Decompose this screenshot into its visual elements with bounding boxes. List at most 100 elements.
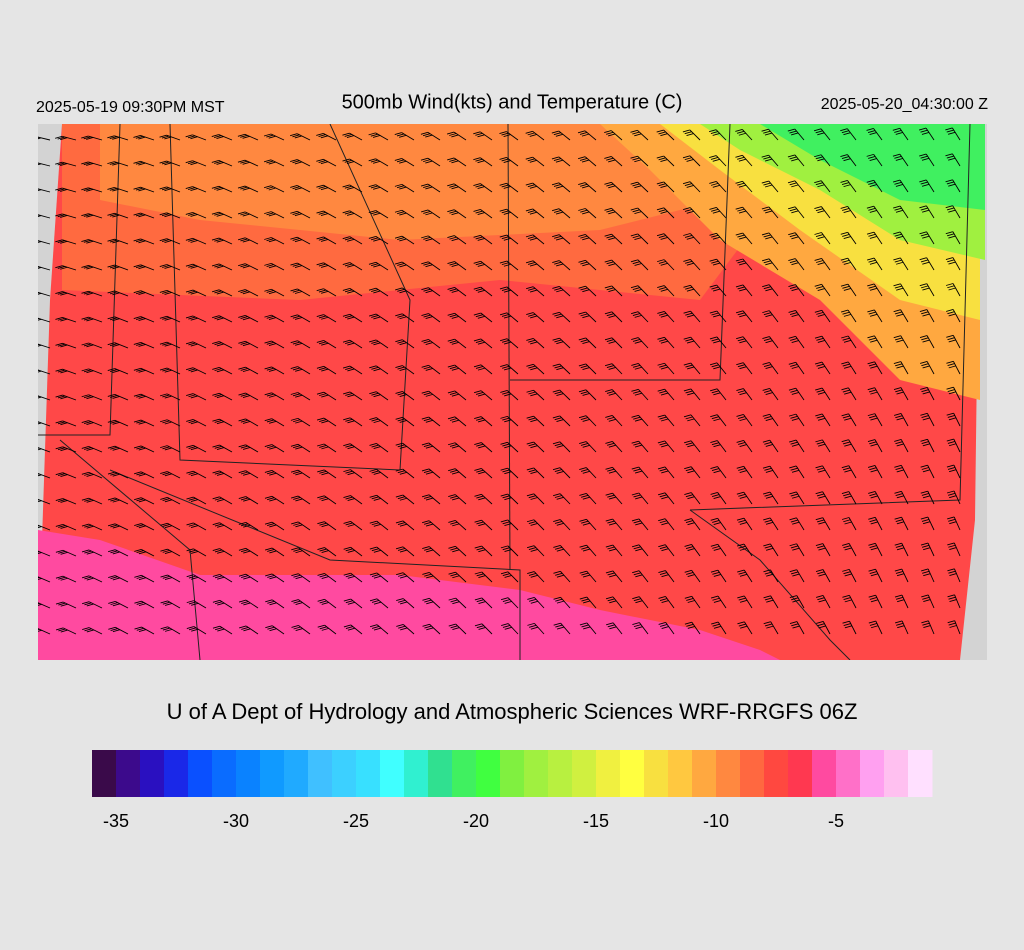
barb-feather [762, 387, 770, 391]
barb-feather [530, 419, 538, 423]
barb-feather [159, 341, 168, 345]
barb-feather [578, 311, 586, 315]
barb-feather [395, 339, 403, 343]
barb-feather [447, 261, 455, 264]
barb-feather [841, 182, 850, 185]
barb-feather [896, 495, 904, 499]
barb-feather [633, 520, 641, 524]
barb-feather [684, 569, 692, 573]
barb-feather [371, 574, 380, 578]
barb-feather [38, 474, 42, 477]
barb-feather [395, 494, 403, 498]
barb-feather [159, 238, 167, 242]
barb-feather [579, 157, 588, 161]
barb-feather [869, 493, 877, 497]
barb-feather [738, 210, 747, 214]
border [689, 509, 851, 660]
barb-feather [138, 162, 146, 166]
barb-feather [686, 572, 694, 575]
barb-feather [421, 209, 429, 213]
barb-feather [528, 443, 536, 447]
barb-feather [474, 467, 482, 471]
barb-feather [81, 575, 90, 579]
barb-feather [530, 497, 538, 500]
barb-feather [813, 128, 822, 132]
barb-feather [185, 134, 193, 138]
barb-feather [684, 544, 692, 547]
barb-feather [292, 341, 301, 345]
barb-feather [263, 133, 272, 137]
barb-feather [269, 550, 277, 554]
barb-feather [112, 214, 120, 218]
barb-feather [791, 597, 799, 601]
barb-feather [554, 443, 562, 447]
barb-feather [423, 159, 431, 163]
barb-feather [240, 393, 248, 397]
barb-feather [371, 366, 379, 370]
barb-feather [238, 444, 246, 448]
barb-feather [790, 545, 799, 549]
barb-feather [372, 135, 381, 138]
barb-feather [238, 470, 246, 474]
barb-feather [112, 344, 120, 348]
barb-feather [791, 288, 799, 292]
barb-feather [896, 443, 904, 447]
barb-feather [316, 210, 324, 214]
barb-feather [738, 623, 746, 627]
barb-feather [425, 445, 434, 449]
barb-feather [161, 213, 170, 217]
barb-feather [605, 440, 613, 444]
barb-feather [895, 132, 903, 135]
barb-feather [814, 257, 822, 261]
barb-feather [604, 311, 613, 315]
barb-feather [107, 419, 115, 423]
barb-feather [369, 598, 378, 602]
barb-feather [661, 574, 669, 578]
barb-feather [241, 626, 249, 630]
barb-feather [633, 624, 642, 628]
barb-feather [83, 343, 92, 347]
barb-feather [83, 265, 92, 269]
barb-feather [421, 390, 429, 394]
barb-feather [475, 340, 484, 343]
barb-feather [110, 498, 118, 502]
barb-feather [83, 239, 91, 243]
barb-feather [243, 628, 251, 632]
barb-feather [185, 212, 193, 215]
barb-feather [581, 185, 590, 189]
barb-feather [817, 288, 825, 291]
barb-feather [660, 340, 669, 344]
barb-feather [816, 286, 824, 289]
barb-feather [686, 340, 695, 344]
barb-feather [945, 283, 954, 286]
barb-feather [791, 469, 800, 473]
barb-feather [291, 547, 299, 551]
barb-feather [112, 136, 120, 140]
barb-feather [473, 157, 481, 161]
barb-feather [869, 519, 877, 523]
barb-feather [500, 338, 508, 342]
barb-feather [815, 439, 823, 443]
barb-feather [190, 421, 198, 425]
barb-feather [292, 212, 300, 215]
barb-feather [240, 290, 248, 294]
barb-feather [815, 208, 824, 212]
barb-feather [477, 263, 485, 267]
barb-feather [214, 135, 222, 138]
barb-feather [474, 597, 482, 601]
barb-feather [475, 391, 484, 395]
barb-feather [765, 444, 773, 447]
barb-feather [214, 264, 222, 268]
barb-feather [870, 391, 878, 395]
barb-feather [162, 627, 171, 631]
barb-feather [371, 392, 379, 396]
barb-feather [38, 137, 42, 140]
barb-feather [945, 179, 953, 183]
barb-feather [295, 524, 303, 528]
barb-feather [448, 468, 456, 472]
barb-feather [764, 441, 772, 445]
barb-feather [502, 573, 510, 577]
barb-feather [212, 315, 220, 319]
barb-feather [761, 128, 769, 132]
barb-feather [60, 292, 68, 296]
